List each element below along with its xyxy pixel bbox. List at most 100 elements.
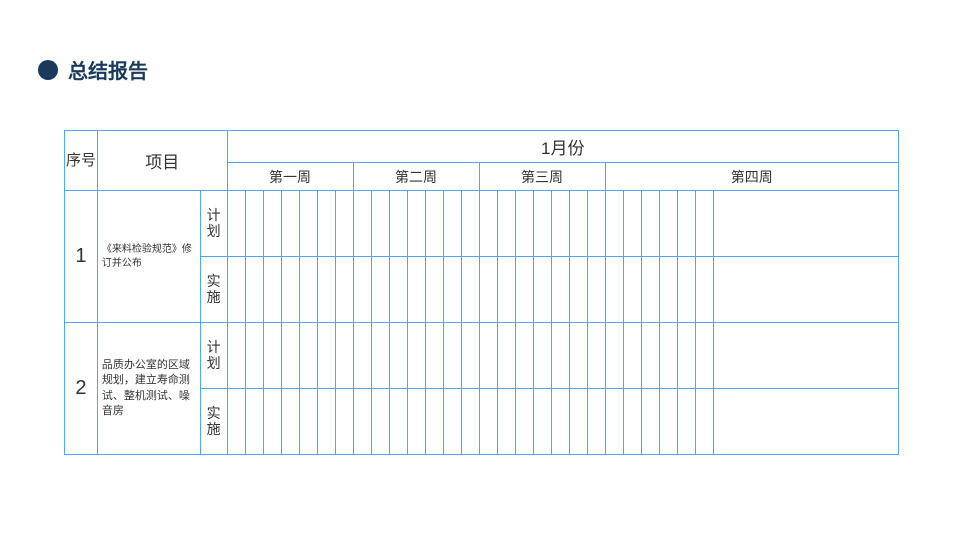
day-cell [641,323,659,389]
day-cell [281,191,299,257]
day-cell [515,323,533,389]
schedule-table-wrapper: 序号 项目 1月份 第一周 第二周 第三周 第四周 1 《来料检验规范》修订并公… [64,130,899,455]
day-cell [443,323,461,389]
day-cell [587,257,605,323]
day-cell [605,389,623,455]
day-cell [677,389,695,455]
day-cell [227,257,245,323]
day-cell [479,323,497,389]
day-cell [533,191,551,257]
day-cell [533,323,551,389]
header-week-2: 第二周 [353,163,479,191]
day-cell [389,389,407,455]
day-cell [371,191,389,257]
day-cell [245,323,263,389]
header-seq: 序号 [65,131,98,191]
day-cell [641,389,659,455]
table-row: 2 品质办公室的区域规划，建立寿命测试、整机测试、噪音房 计划 [65,323,899,389]
day-cell [407,191,425,257]
day-cell [587,389,605,455]
header-project: 项目 [97,131,227,191]
day-cell [317,323,335,389]
day-cell [263,389,281,455]
day-cell [695,191,713,257]
day-cell [587,191,605,257]
day-cell [605,257,623,323]
day-cell [425,323,443,389]
day-cell [695,323,713,389]
header-row-1: 序号 项目 1月份 [65,131,899,163]
day-cell [443,389,461,455]
day-cell [515,389,533,455]
day-cell [335,191,353,257]
day-cell [353,323,371,389]
impl-label: 实施 [200,389,227,455]
day-cell [227,191,245,257]
header-week-1: 第一周 [227,163,353,191]
page-title-row: 总结报告 [38,55,148,84]
day-cell [713,323,899,389]
impl-label: 实施 [200,257,227,323]
day-cell [695,389,713,455]
day-cell [245,257,263,323]
day-cell [677,191,695,257]
day-cell [245,191,263,257]
day-cell [227,323,245,389]
day-cell [281,323,299,389]
day-cell [479,389,497,455]
day-cell [569,323,587,389]
day-cell [677,257,695,323]
day-cell [641,191,659,257]
day-cell [713,257,899,323]
day-cell [623,323,641,389]
day-cell [425,257,443,323]
day-cell [533,257,551,323]
day-cell [497,323,515,389]
day-cell [299,191,317,257]
day-cell [353,191,371,257]
day-cell [623,389,641,455]
day-cell [281,257,299,323]
day-cell [317,389,335,455]
day-cell [371,257,389,323]
day-cell [461,389,479,455]
day-cell [569,257,587,323]
day-cell [533,389,551,455]
day-cell [299,257,317,323]
day-cell [497,257,515,323]
day-cell [497,389,515,455]
bullet-icon [38,60,58,80]
day-cell [371,323,389,389]
schedule-table: 序号 项目 1月份 第一周 第二周 第三周 第四周 1 《来料检验规范》修订并公… [64,130,899,455]
day-cell [263,257,281,323]
day-cell [335,323,353,389]
plan-label: 计划 [200,323,227,389]
page-title: 总结报告 [68,55,148,84]
day-cell [461,323,479,389]
day-cell [569,191,587,257]
project-cell: 《来料检验规范》修订并公布 [97,191,200,323]
day-cell [371,389,389,455]
day-cell [677,323,695,389]
plan-label: 计划 [200,191,227,257]
day-cell [497,191,515,257]
table-row: 1 《来料检验规范》修订并公布 计划 [65,191,899,257]
day-cell [641,257,659,323]
day-cell [227,389,245,455]
day-cell [515,191,533,257]
day-cell [605,323,623,389]
day-cell [425,191,443,257]
day-cell [551,389,569,455]
day-cell [389,191,407,257]
seq-cell: 1 [65,191,98,323]
day-cell [713,389,899,455]
day-cell [245,389,263,455]
seq-cell: 2 [65,323,98,455]
header-month: 1月份 [227,131,899,163]
day-cell [443,191,461,257]
day-cell [389,323,407,389]
day-cell [659,257,677,323]
day-cell [623,257,641,323]
day-cell [299,389,317,455]
day-cell [317,191,335,257]
